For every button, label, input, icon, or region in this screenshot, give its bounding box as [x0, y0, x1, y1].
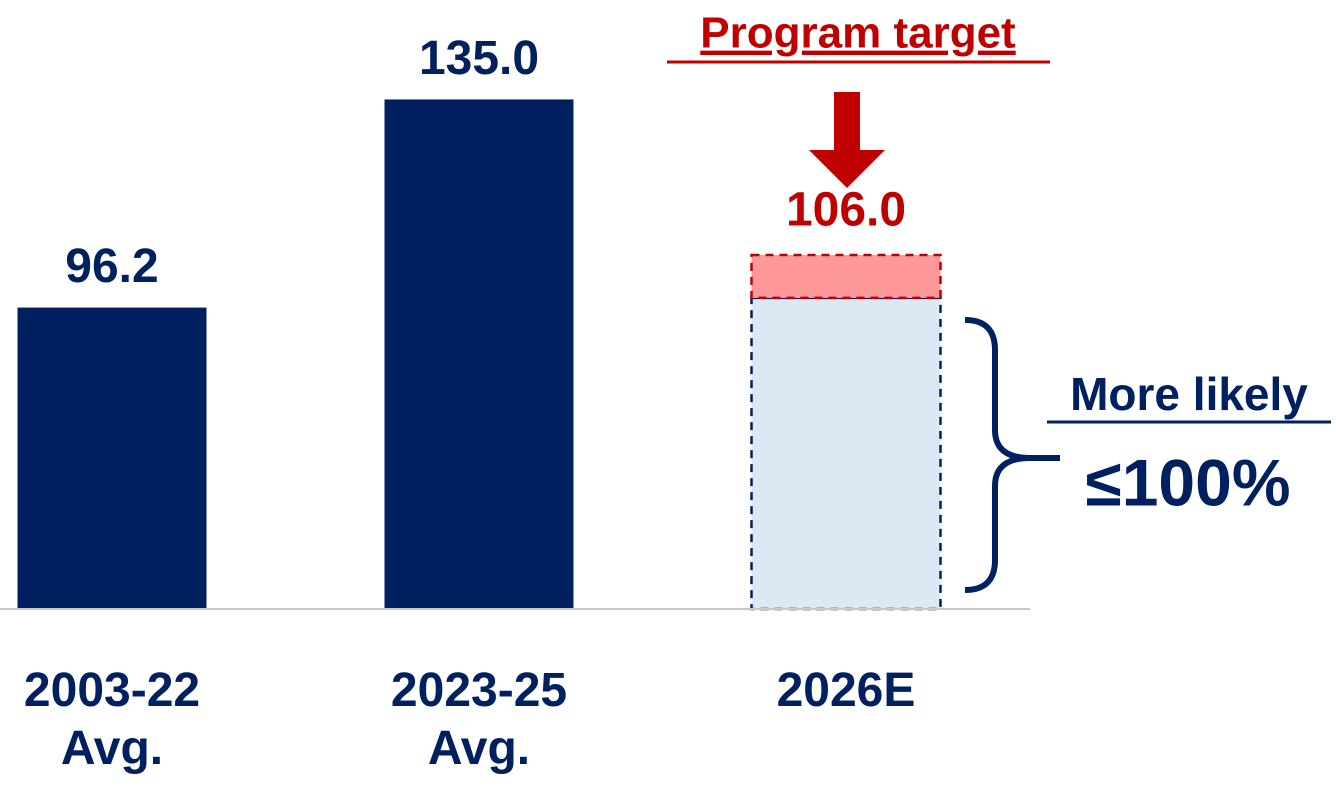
likely-annotation: More likely	[1070, 368, 1308, 420]
target-annotation: Program target	[700, 9, 1016, 58]
value-label: 135.0	[419, 32, 539, 85]
brace	[964, 317, 1060, 593]
x-tick-label: 2023-25 Avg.	[390, 664, 568, 775]
value-label: 96.2	[65, 240, 158, 293]
target-arrow	[809, 92, 885, 188]
likely-value-annotation: ≤100%	[1085, 445, 1290, 519]
value-label: 106.0	[786, 184, 906, 237]
bar	[384, 99, 574, 610]
target-bar	[750, 253, 942, 300]
bar	[17, 307, 207, 609]
x-tick-label: 2003-22 Avg.	[23, 664, 201, 775]
likely-bar	[750, 296, 942, 611]
x-tick-label: 2026E	[776, 664, 916, 717]
